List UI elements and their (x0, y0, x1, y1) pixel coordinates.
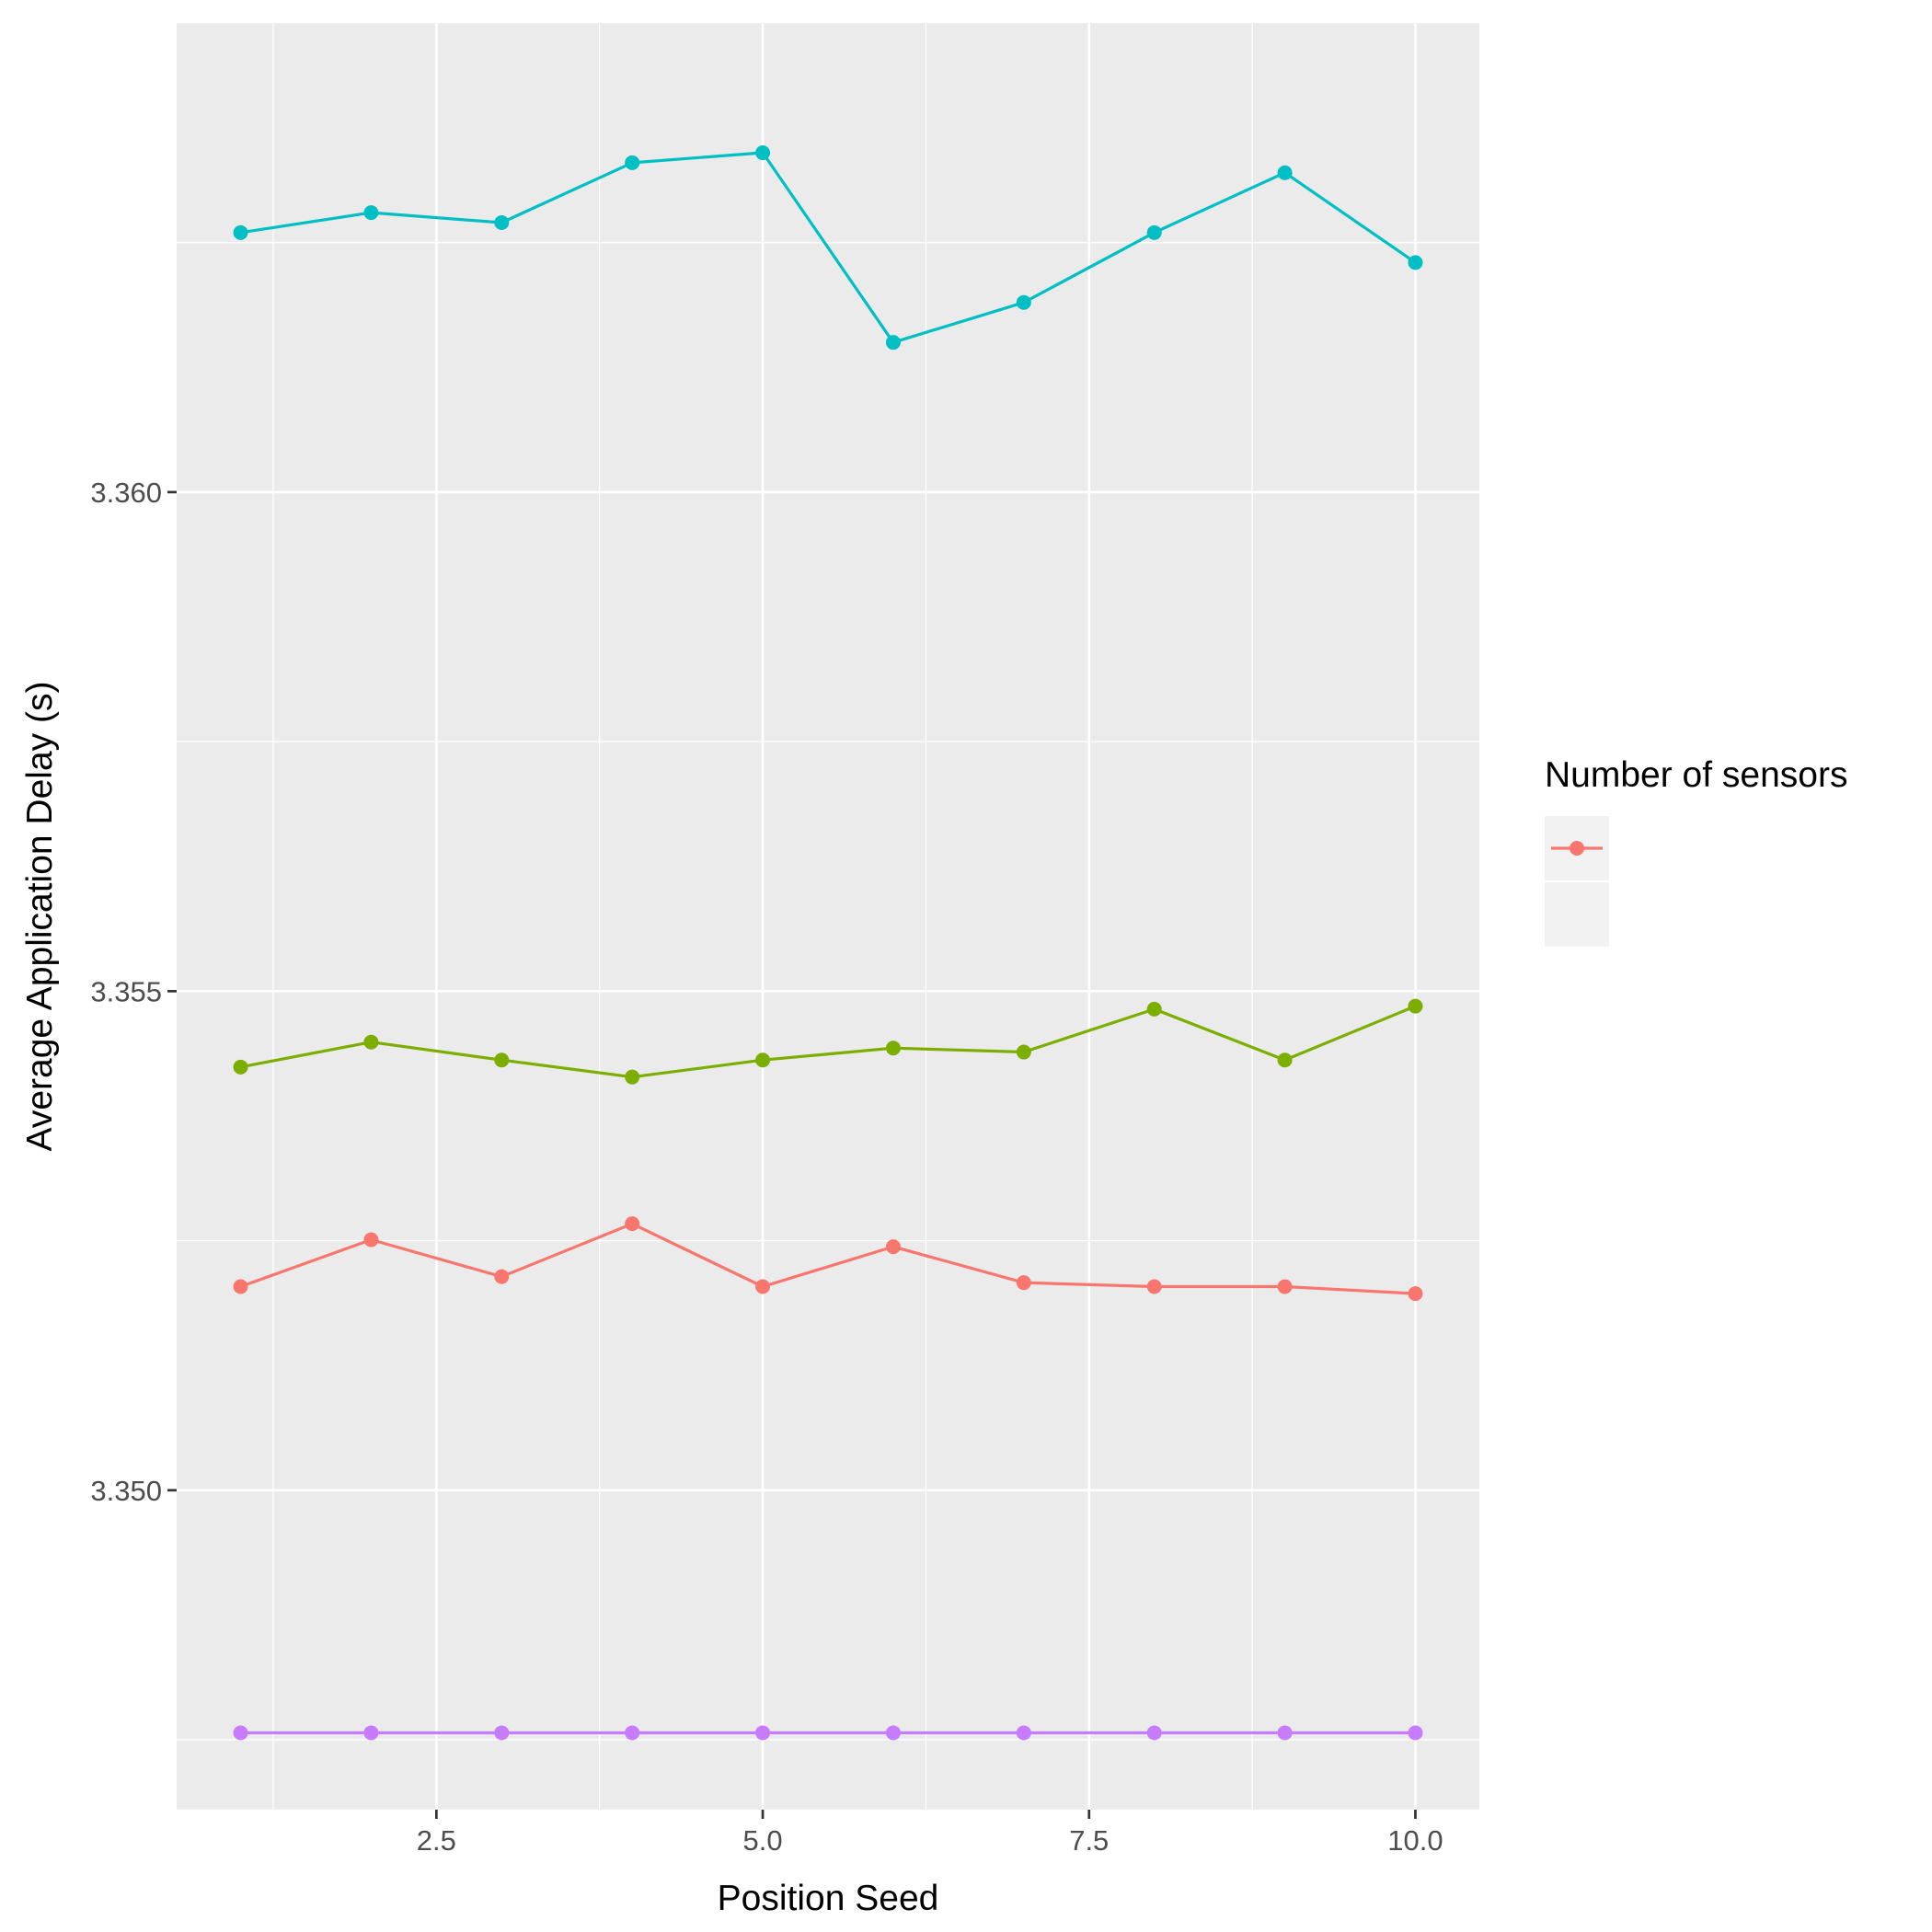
data-point (755, 1052, 771, 1068)
data-point (494, 214, 510, 230)
data-point (1408, 1286, 1423, 1302)
legend: Number of sensors (1545, 755, 1847, 947)
data-point (755, 1725, 771, 1741)
series-1 (233, 1216, 1423, 1302)
data-point (1408, 1725, 1423, 1741)
minor-gridlines (177, 23, 1479, 1810)
data-point (1016, 1275, 1031, 1291)
data-point (755, 145, 771, 161)
data-point (1277, 1052, 1293, 1068)
x-tick-label: 10.0 (1387, 1824, 1443, 1857)
data-point (1408, 255, 1423, 270)
data-point (755, 1279, 771, 1294)
data-point (625, 1725, 640, 1741)
data-point (625, 1216, 640, 1232)
data-point (233, 1725, 248, 1741)
data-point (625, 1069, 640, 1085)
data-point (363, 1232, 379, 1248)
data-point (1016, 294, 1031, 310)
series-line (239, 1222, 1416, 1295)
legend-key-2 (1545, 882, 1609, 947)
series-3 (233, 145, 1423, 351)
legend-key-point (1570, 841, 1584, 856)
major-gridlines (177, 23, 1479, 1810)
series-layer (233, 145, 1423, 1741)
data-point (1277, 1279, 1293, 1294)
data-point (885, 335, 901, 351)
data-point (1146, 1725, 1162, 1741)
data-point (1146, 1001, 1162, 1017)
data-point (1146, 224, 1162, 240)
y-tick-label: 3.350 (90, 1475, 162, 1507)
data-point (885, 1725, 901, 1741)
y-axis-title: Average Application Delay (s) (20, 682, 60, 1152)
data-point (1016, 1044, 1031, 1060)
data-point (625, 155, 640, 170)
axes: 2.5 5.0 7.5 10.0 3.350 3.355 3.360 (90, 477, 1443, 1857)
series-2 (233, 998, 1423, 1085)
data-point (494, 1269, 510, 1284)
legend-key-1 (1545, 816, 1609, 880)
y-tick-label: 3.355 (90, 975, 162, 1007)
data-point (363, 205, 379, 221)
series-line (240, 1005, 1417, 1079)
data-point (233, 1279, 248, 1294)
data-point (363, 1034, 379, 1050)
legend-key-background (1545, 882, 1609, 947)
data-point (885, 1041, 901, 1056)
y-tick-label: 3.360 (90, 477, 162, 509)
data-point (233, 224, 248, 240)
data-point (1408, 998, 1423, 1014)
data-point (1016, 1725, 1031, 1741)
x-axis-title: Position Seed (718, 1879, 939, 1918)
x-tick-label: 2.5 (417, 1824, 456, 1857)
x-tick-label: 7.5 (1069, 1824, 1109, 1857)
data-point (1277, 165, 1293, 180)
data-point (1277, 1725, 1293, 1741)
data-point (885, 1239, 901, 1255)
data-point (363, 1725, 379, 1741)
legend-title: Number of sensors (1545, 755, 1847, 795)
data-point (494, 1725, 510, 1741)
plot-panel (177, 23, 1479, 1810)
data-point (494, 1052, 510, 1068)
legend-keys (1545, 816, 1609, 947)
series-line (240, 151, 1417, 344)
series-4 (233, 1725, 1423, 1741)
data-point (233, 1059, 248, 1075)
x-tick-label: 5.0 (743, 1824, 783, 1857)
data-point (1146, 1279, 1162, 1294)
